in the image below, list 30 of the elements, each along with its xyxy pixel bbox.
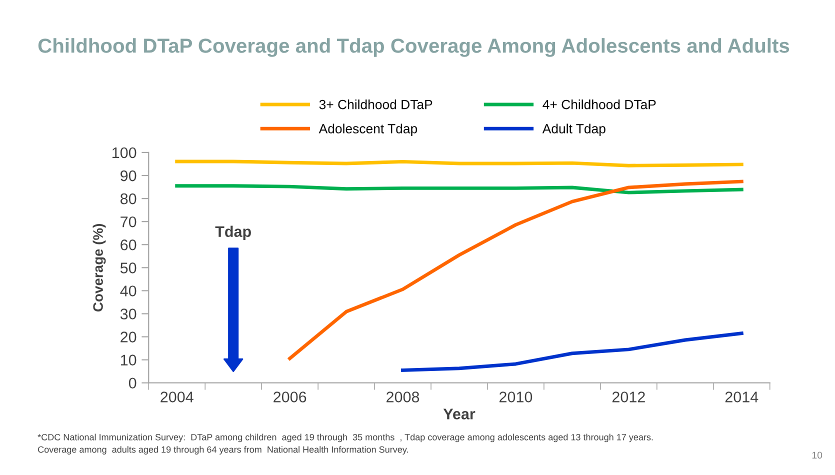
legend-label: Adolescent Tdap <box>318 124 418 136</box>
legend-label: 3+ Childhood DTaP <box>319 100 432 110</box>
x-axis-title: Year <box>443 408 476 420</box>
y-tick-label: 90 <box>120 170 136 182</box>
legend-label: Adult Tdap <box>542 124 606 136</box>
y-tick-label: 80 <box>120 193 136 204</box>
y-tick-label: 60 <box>120 239 136 250</box>
x-tick-label: 2014 <box>725 392 758 402</box>
y-tick-label: 10 <box>121 354 136 366</box>
line-series <box>401 332 744 372</box>
text: 10 <box>812 452 822 459</box>
y-tick-label: 40 <box>120 286 136 296</box>
line-series <box>175 184 744 194</box>
chart-title: Childhood DTaP Coverage and Tdap Coverage Among Adolescents and Adults <box>38 38 790 57</box>
y-axis-title: Coverage (%) <box>92 224 106 312</box>
legend-label: 4+ Childhood DTaP <box>542 100 656 110</box>
x-tick-label: 2012 <box>612 392 645 402</box>
y-tick-label: 0 <box>128 378 136 389</box>
x-tick-label: 2006 <box>274 392 306 402</box>
y-tick-label: 50 <box>120 262 136 274</box>
y-tick-label: 30 <box>120 308 136 320</box>
text: *CDC National Immunization Survey: DTaP among children aged 19 through 35 months , Tdap coverage among adolescents aged 13 through 17 years. Coverage among adults aged 19 through 64 years from National Health Information Survey. <box>38 434 653 455</box>
y-tick-label: 20 <box>120 332 136 342</box>
line-series <box>288 180 744 360</box>
y-tick-label: 70 <box>120 216 136 228</box>
x-tick-label: 2010 <box>500 392 532 402</box>
x-tick-label: 2004 <box>160 392 194 402</box>
y-tick-label: 100 <box>112 147 136 158</box>
annotation: Tdap <box>215 226 251 240</box>
x-tick-label: 2008 <box>386 392 420 402</box>
